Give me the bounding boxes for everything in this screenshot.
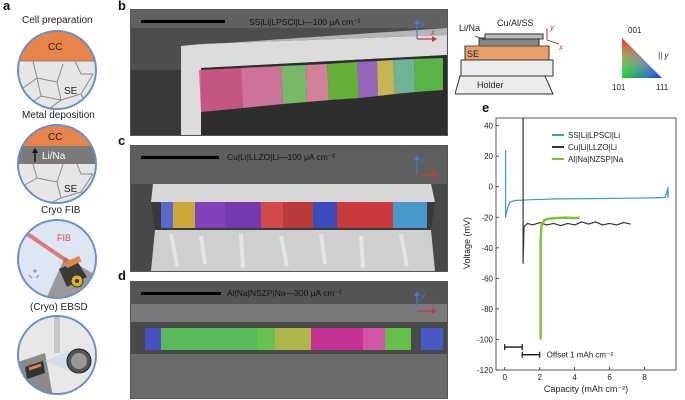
panel-b-letter: b — [118, 0, 126, 13]
y-tick-label: 20 — [484, 152, 493, 161]
x-tick-label: 6 — [607, 373, 612, 382]
series-line-3 — [539, 216, 580, 340]
cc-label: CC — [48, 42, 62, 53]
panel-c-letter: c — [118, 133, 126, 148]
x-tick-label: 2 — [537, 373, 542, 382]
axes-icon: y x — [414, 19, 437, 42]
se-label: SE — [467, 49, 479, 59]
step-label-cryo-fib: Cryo FIB — [41, 205, 81, 216]
offset-indicator: Offset 1 mAh cm⁻² — [504, 344, 614, 360]
svg-text:x: x — [558, 43, 564, 52]
step-label-cryo-ebsd: (Cryo) EBSD — [30, 302, 88, 313]
sem-image-b: SS|Li|LPSCl|Li—100 μA cm⁻² y x — [130, 9, 448, 136]
y-tick-label: -120 — [477, 366, 494, 375]
chart-legend: SS|Li|LPSCl|Li Cu|Li|LLZO|Li Al|Na|NZSP|Na — [552, 131, 624, 164]
fib-label: FIB — [57, 233, 71, 243]
panel-c-title: Cu|Li|LLZO|Li—100 μA cm⁻² — [227, 152, 336, 162]
y-tick-label: 0 — [489, 183, 494, 192]
chart-axes — [495, 117, 677, 371]
panel-d-letter: d — [118, 268, 126, 283]
chart-ticks: 40 20 0 -20 -40 -60 -80 -100 -120 0 2 4 6 8 — [477, 122, 647, 382]
offset-label: Offset 1 mAh cm⁻² — [547, 351, 614, 360]
panel-e-letter: e — [482, 100, 489, 115]
svg-text:x: x — [430, 300, 436, 309]
cell-holder-schematic: Li/Na Cu/Al/SS SE Holder y x — [455, 18, 564, 95]
legend-label-1: SS|Li|LPSCl|Li — [568, 131, 620, 140]
x-tick-label: 8 — [642, 373, 647, 382]
svg-text:x: x — [430, 164, 436, 173]
panel-d-title: Al|Na|NSZP|Na—300 μA cm⁻² — [227, 288, 342, 298]
snowflake-icon — [28, 269, 40, 279]
ipf-111-label: 111 — [656, 83, 669, 92]
y-tick-label: -100 — [477, 335, 494, 344]
step-label-metal-deposition: Metal deposition — [22, 110, 95, 121]
ipf-direction-label: || y — [658, 51, 669, 60]
li-na-label: Li/Na — [42, 151, 66, 162]
scale-bar — [141, 20, 225, 23]
holder-label: Holder — [477, 80, 504, 90]
y-axis-label: Voltage (mV) — [462, 217, 472, 269]
svg-text:y: y — [420, 291, 426, 300]
cu-al-ss-label: Cu/Al/SS — [497, 18, 534, 28]
x-axis-label: Capacity (mAh cm⁻²) — [544, 384, 628, 394]
plot-frame — [495, 117, 677, 371]
legend-label-3: Al|Na|NZSP|Na — [568, 155, 624, 164]
y-tick-label: -40 — [481, 244, 493, 253]
sem-image-c: Cu|Li|LLZO|Li—100 μA cm⁻² y x — [130, 145, 448, 272]
cc-label: CC — [48, 132, 62, 143]
cell-preparation-illustration: CC SE — [17, 30, 97, 110]
ipf-001-label: 001 — [628, 26, 642, 35]
y-tick-label: -20 — [481, 213, 493, 222]
x-tick-label: 0 — [503, 373, 508, 382]
chart-lines — [505, 118, 669, 340]
sem-image-d: Al|Na|NSZP|Na—300 μA cm⁻² y x — [130, 281, 448, 399]
series-line-1 — [505, 150, 669, 218]
legend-label-2: Cu|Li|LLZO|Li — [568, 143, 617, 152]
step-label-cell-preparation: Cell preparation — [22, 15, 93, 26]
svg-text:x: x — [430, 28, 436, 37]
scale-bar — [141, 292, 221, 295]
axes-icon: y x — [414, 155, 437, 178]
ipf-color-key: 001 101 111 || y — [612, 26, 669, 92]
se-label: SE — [64, 184, 78, 195]
y-tick-label: 40 — [484, 122, 493, 131]
x-tick-label: 4 — [572, 373, 577, 382]
y-tick-label: -80 — [481, 305, 493, 314]
series-line-2 — [522, 118, 631, 264]
svg-text:y: y — [420, 19, 426, 28]
se-label: SE — [64, 86, 78, 97]
svg-text:y: y — [549, 23, 555, 32]
svg-text:y: y — [420, 155, 426, 164]
panel-a-letter: a — [3, 0, 11, 13]
scale-bar — [141, 156, 219, 159]
ipf-101-label: 101 — [612, 83, 626, 92]
panel-b-title: SS|Li|LPSCl|Li—100 μA cm⁻² — [249, 17, 361, 27]
ebsd-illustration — [17, 315, 97, 395]
voltage-capacity-chart: e 40 20 0 -20 -40 -60 -80 -100 -120 0 2 4 6 8 SS|Li|L… — [462, 100, 677, 394]
axes-icon: y x — [414, 291, 437, 314]
cryo-fib-illustration: FIB — [17, 219, 97, 299]
y-tick-label: -60 — [481, 274, 493, 283]
metal-deposition-illustration: CC Li/Na SE — [17, 124, 97, 204]
li-na-label: Li/Na — [459, 23, 480, 33]
